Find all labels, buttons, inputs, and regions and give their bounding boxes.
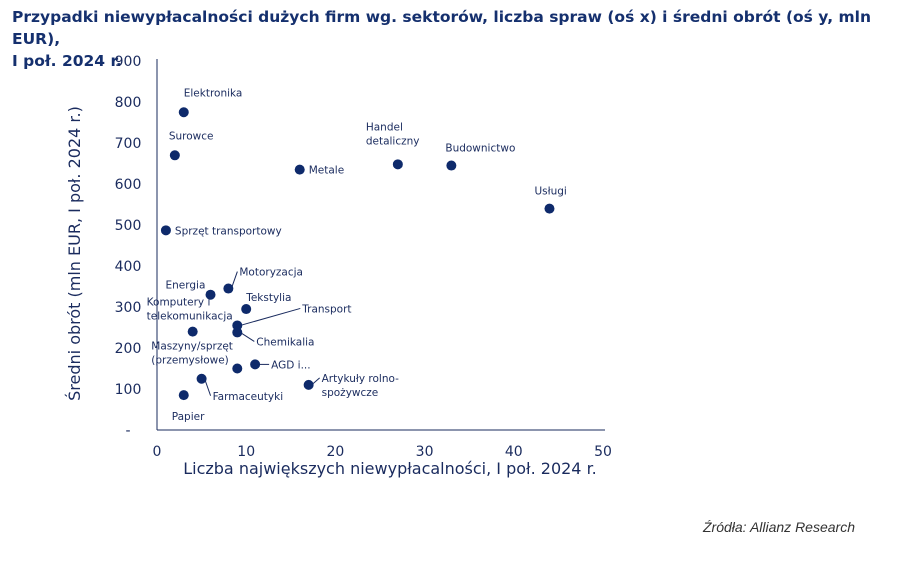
data-point-label-line: Motoryzacja	[239, 267, 303, 279]
data-point-label-line: Sprzęt transportowy	[175, 225, 282, 237]
data-point-label-line: spożywcze	[322, 387, 379, 399]
data-point-label: Papier	[172, 411, 205, 423]
x-tick-label: 30	[416, 444, 434, 460]
data-point-label-line: Surowce	[169, 130, 214, 142]
data-point-label-line: Energia	[166, 280, 206, 292]
data-point	[392, 159, 403, 170]
data-point	[250, 359, 261, 370]
y-tick-label: 800	[115, 95, 142, 111]
data-point-label: Usługi	[534, 186, 566, 198]
data-point-label-line: Usługi	[534, 186, 566, 198]
data-point-label-line: AGD i...	[271, 359, 311, 371]
data-point-label-line: Elektronika	[184, 87, 243, 99]
y-tick-label: 400	[115, 259, 142, 275]
y-tick-label: 600	[115, 177, 142, 193]
x-tick-label: 20	[326, 444, 344, 460]
data-point	[232, 363, 243, 374]
data-point-label: Maszyny/sprzęt (przemysłowe)	[151, 341, 233, 367]
data-point-label-line: Budownictwo	[445, 143, 515, 155]
y-tick-label: 700	[115, 136, 142, 152]
data-point-label-line: detaliczny	[366, 135, 420, 147]
data-point-label-line: Papier	[172, 411, 205, 423]
data-point-label: Komputery i telekomunikacja	[147, 297, 233, 323]
data-point-label-line: Farmaceutyki	[213, 391, 284, 403]
data-point-label: Farmaceutyki	[213, 391, 284, 403]
x-tick-label: 50	[594, 444, 612, 460]
data-point-label-line: Metale	[309, 165, 344, 177]
data-point	[178, 107, 189, 118]
chart-title-line-2: I poł. 2024 r.	[12, 52, 122, 70]
source-note: Źródła: Allianz Research	[703, 519, 855, 535]
data-point	[187, 326, 198, 337]
data-point-label: Chemikalia	[256, 336, 314, 348]
data-point-label-line: Maszyny/sprzęt	[151, 341, 233, 353]
data-point	[178, 390, 189, 401]
data-point-label: Tekstylia	[245, 292, 291, 304]
data-point	[303, 379, 314, 390]
y-tick-label: 500	[115, 218, 142, 234]
data-point-label: Metale	[309, 165, 344, 177]
x-tick-label: 0	[153, 444, 162, 460]
chart-title-line-1: Przypadki niewypłacalności dużych firm w…	[12, 8, 871, 48]
data-point-label-line: telekomunikacja	[147, 311, 233, 323]
data-point	[232, 327, 243, 338]
data-point-label-line: Transport	[301, 303, 351, 315]
data-point-label: Handel detaliczny	[366, 121, 420, 147]
data-point	[196, 373, 207, 384]
data-point-label-line: Komputery i	[147, 297, 211, 309]
data-point	[294, 164, 305, 175]
x-axis-title: Liczba największych niewypłacalności, I …	[183, 459, 597, 478]
data-point-label: Artykuły rolno-spożywcze	[322, 373, 399, 399]
data-point-label: Surowce	[169, 130, 214, 142]
data-point	[232, 320, 243, 331]
data-point	[223, 283, 234, 294]
y-tick-label: 300	[115, 300, 142, 316]
x-tick-label: 10	[237, 444, 255, 460]
data-point-label-line: Handel	[366, 121, 403, 133]
data-point-label: Budownictwo	[445, 143, 515, 155]
data-point	[241, 304, 252, 315]
data-point	[205, 289, 216, 300]
chart-title: Przypadki niewypłacalności dużych firm w…	[12, 6, 892, 72]
data-point-label-line: Artykuły rolno-	[322, 373, 399, 385]
data-point-label: AGD i...	[271, 359, 311, 371]
data-point-label: Sprzęt transportowy	[175, 225, 282, 237]
data-point	[446, 160, 457, 171]
leader-line	[240, 307, 301, 326]
x-tick-label: 40	[505, 444, 523, 460]
data-point	[169, 150, 180, 161]
y-tick-label: 100	[115, 382, 142, 398]
data-point-label-line: Chemikalia	[256, 336, 314, 348]
leader-line	[240, 331, 255, 342]
data-point-label-line: (przemysłowe)	[151, 355, 229, 367]
y-tick-label: 900	[115, 54, 142, 70]
data-point-label: Motoryzacja	[239, 267, 303, 279]
data-point	[160, 225, 171, 236]
y-axis-title: Średni obrót (mln EUR, I poł. 2024 r.)	[65, 106, 84, 401]
y-tick-label: -	[125, 423, 130, 439]
data-point-label: Energia	[166, 280, 206, 292]
data-point-label: Transport	[301, 303, 351, 315]
data-point-label-line: Tekstylia	[245, 292, 291, 304]
y-tick-label: 200	[115, 341, 142, 357]
data-point-label: Elektronika	[184, 87, 243, 99]
data-point	[544, 203, 555, 214]
